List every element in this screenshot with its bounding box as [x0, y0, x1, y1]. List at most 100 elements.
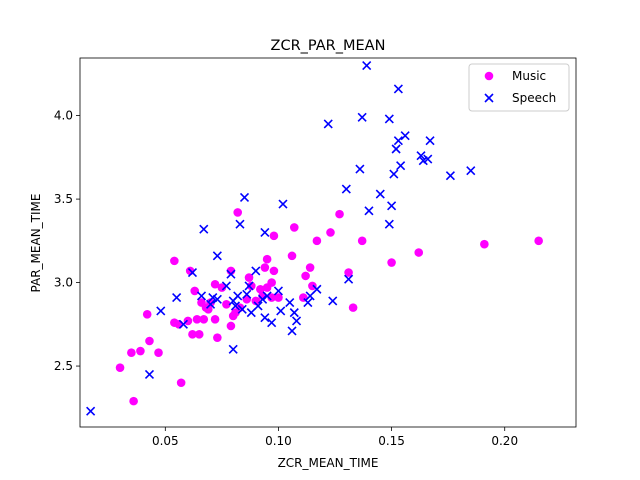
music-point	[269, 231, 279, 241]
speech-point-stroke-b	[235, 219, 245, 229]
speech-point-stroke-b	[262, 291, 272, 301]
music-point	[170, 256, 179, 266]
music-point	[210, 279, 220, 289]
speech-point-stroke-b	[221, 281, 231, 291]
speech-point-stroke-b	[389, 169, 399, 179]
speech-point-stroke-b	[285, 298, 295, 308]
music-point	[194, 330, 204, 339]
speech-point	[235, 219, 245, 229]
series-music	[115, 208, 543, 406]
speech-point	[199, 224, 209, 234]
music-point	[192, 315, 202, 324]
speech-point-stroke-b	[258, 294, 268, 304]
speech-point-stroke-b	[375, 189, 385, 199]
speech-point-stroke-b	[226, 269, 236, 279]
speech-point	[233, 291, 243, 301]
speech-point	[226, 269, 236, 279]
music-point	[115, 363, 125, 373]
speech-point	[291, 316, 302, 326]
music-point	[154, 348, 163, 357]
music-point	[244, 273, 254, 282]
speech-point	[328, 296, 338, 306]
x-axis-ticks: 0.05 0.10 0.15 0.20	[152, 427, 518, 448]
speech-point-stroke-b	[323, 119, 333, 129]
speech-point-stroke-b	[244, 281, 254, 291]
speech-point-stroke-b	[172, 293, 182, 303]
speech-point-stroke-b	[396, 161, 406, 171]
legend-marker-music	[484, 71, 494, 81]
music-point	[176, 378, 186, 388]
speech-point	[341, 184, 351, 194]
speech-point-stroke-b	[228, 344, 238, 354]
music-point	[260, 263, 270, 272]
music-point	[213, 333, 222, 342]
speech-point-stroke-b	[445, 171, 455, 181]
speech-point	[393, 136, 403, 146]
music-point	[480, 239, 489, 249]
speech-point-stroke-b	[233, 291, 243, 301]
speech-point-stroke-b	[416, 151, 426, 161]
speech-point	[251, 266, 261, 276]
speech-point-stroke-b	[156, 306, 166, 316]
legend-speech-marker	[484, 93, 494, 103]
speech-point	[239, 192, 250, 202]
speech-point-stroke-b	[341, 184, 351, 194]
speech-point	[260, 313, 270, 323]
speech-point	[230, 301, 241, 311]
speech-point-stroke-b	[251, 266, 261, 276]
music-point	[142, 309, 152, 319]
speech-point	[287, 326, 297, 336]
series-speech	[86, 60, 476, 416]
music-point	[269, 266, 279, 276]
speech-point	[267, 318, 277, 328]
speech-point-stroke-b	[423, 154, 433, 164]
speech-point	[416, 151, 426, 161]
speech-point	[242, 289, 252, 299]
speech-point-stroke-b	[393, 84, 403, 94]
x-axis-label: ZCR_MEAN_TIME	[278, 456, 379, 470]
speech-point	[375, 189, 385, 199]
speech-point	[303, 298, 313, 308]
speech-point-stroke-b	[205, 299, 216, 309]
y-tick-label: 3.5	[54, 192, 73, 206]
speech-point-stroke-b	[278, 199, 288, 209]
speech-point	[244, 281, 254, 291]
speech-point-stroke-b	[328, 296, 338, 306]
speech-point	[260, 227, 270, 238]
speech-point-stroke-b	[425, 136, 435, 146]
speech-point	[144, 369, 155, 379]
legend-marker-speech	[484, 93, 494, 103]
speech-point-stroke-b	[384, 114, 394, 124]
legend-speech-marker-stroke-b	[484, 93, 494, 103]
speech-point	[212, 294, 222, 304]
speech-point-stroke-b	[344, 274, 354, 284]
speech-point	[253, 301, 263, 311]
music-point	[267, 293, 276, 302]
music-point	[267, 278, 276, 287]
x-tick-label: 0.05	[152, 434, 179, 448]
music-point	[344, 268, 353, 277]
y-tick-label: 2.5	[54, 359, 73, 373]
speech-point-stroke-b	[393, 136, 403, 146]
music-point	[414, 248, 424, 257]
speech-point	[364, 206, 374, 216]
speech-point	[276, 306, 286, 316]
music-point	[256, 284, 265, 294]
speech-point-stroke-b	[391, 144, 401, 154]
speech-point-stroke-b	[237, 304, 247, 314]
speech-point	[196, 291, 207, 301]
speech-point	[305, 291, 315, 301]
speech-point	[278, 199, 288, 209]
music-point	[287, 251, 297, 261]
speech-point-stroke-b	[253, 301, 263, 311]
speech-point	[178, 319, 188, 329]
data-points	[86, 60, 543, 416]
speech-point-stroke-b	[212, 294, 222, 304]
speech-point	[423, 154, 433, 164]
speech-point-stroke-b	[362, 60, 372, 71]
x-tick-label: 0.20	[491, 434, 518, 448]
speech-point-stroke-b	[260, 313, 270, 323]
speech-point-stroke-b	[267, 318, 277, 328]
y-axis-ticks: 2.5 3.0 3.5 4.0	[54, 109, 80, 373]
